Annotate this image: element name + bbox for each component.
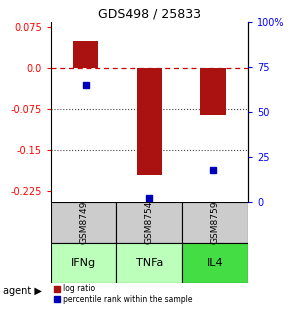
Text: GSM8749: GSM8749 xyxy=(79,201,88,244)
Bar xyxy=(182,243,248,283)
Legend: log ratio, percentile rank within the sample: log ratio, percentile rank within the sa… xyxy=(55,284,193,304)
Text: agent ▶: agent ▶ xyxy=(3,286,42,296)
Bar xyxy=(137,68,162,175)
Text: GSM8759: GSM8759 xyxy=(211,201,220,244)
Title: GDS498 / 25833: GDS498 / 25833 xyxy=(98,8,201,21)
Bar xyxy=(200,68,226,115)
Bar xyxy=(51,243,117,283)
Bar xyxy=(73,41,99,68)
Text: IFNg: IFNg xyxy=(71,258,96,268)
Text: GSM8754: GSM8754 xyxy=(145,201,154,244)
Bar xyxy=(117,202,182,243)
Text: IL4: IL4 xyxy=(207,258,223,268)
Bar xyxy=(51,202,117,243)
Text: TNFa: TNFa xyxy=(136,258,163,268)
Bar xyxy=(182,202,248,243)
Bar xyxy=(117,243,182,283)
